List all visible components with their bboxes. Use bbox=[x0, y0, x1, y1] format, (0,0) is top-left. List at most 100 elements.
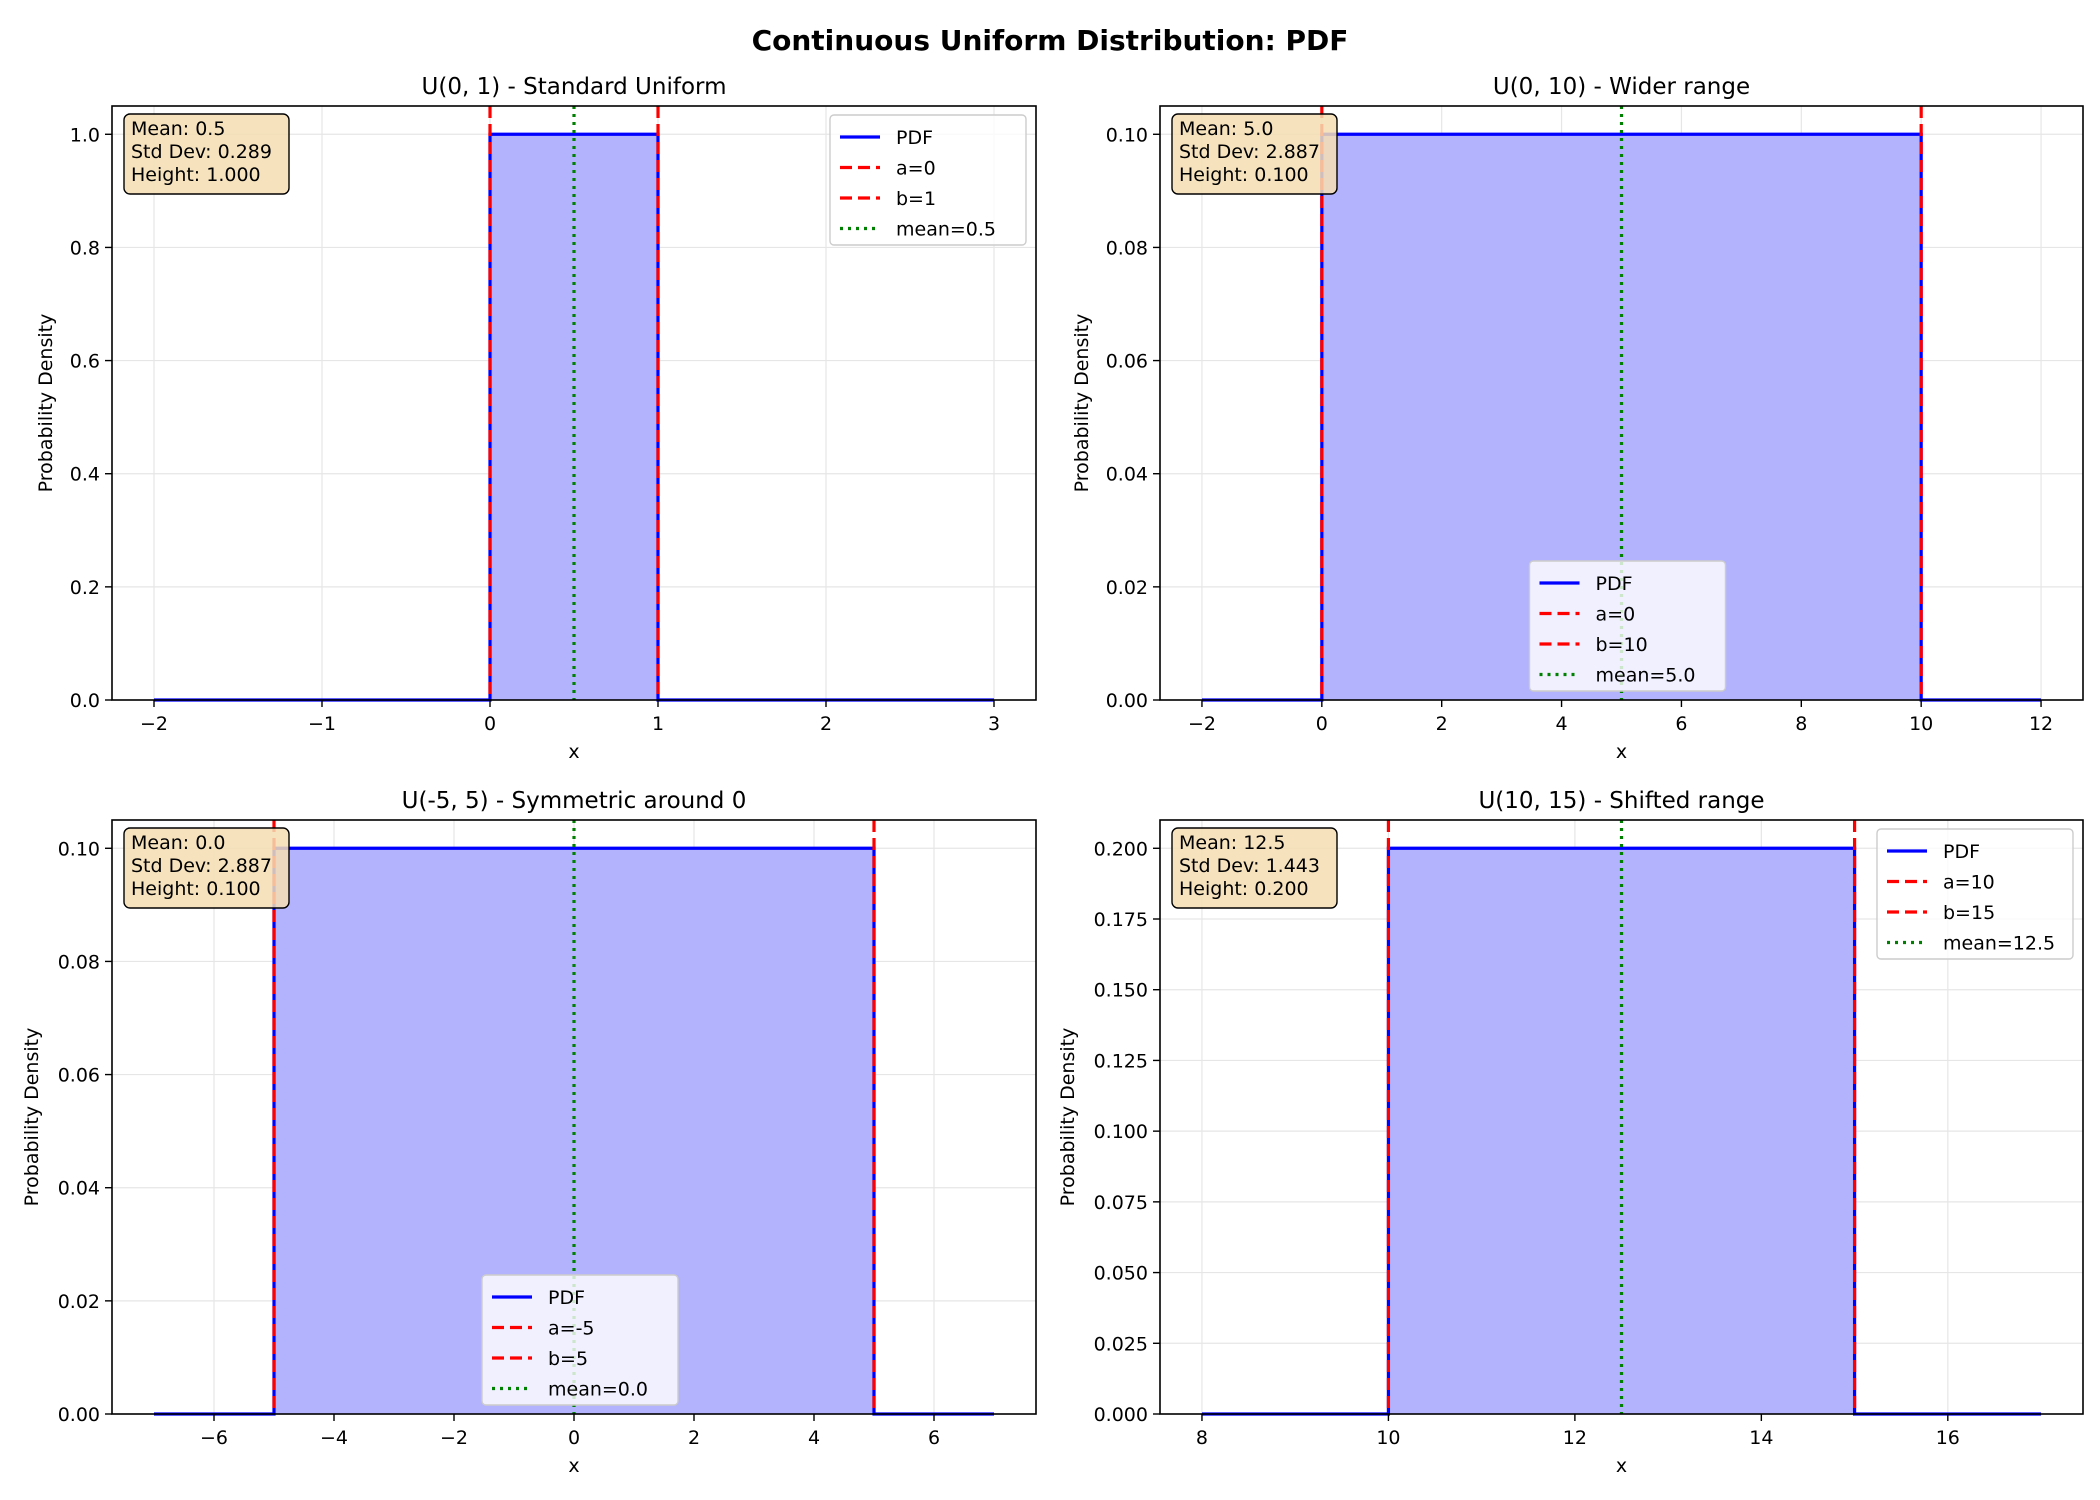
x-tick-label: −1 bbox=[308, 713, 336, 735]
info-box-background bbox=[1171, 827, 1338, 909]
x-tick-label: −2 bbox=[440, 1427, 468, 1449]
y-axis-label: Probability Density bbox=[1071, 314, 1093, 493]
info-box-background bbox=[123, 113, 290, 195]
y-axis-label: Probability Density bbox=[21, 1028, 43, 1207]
y-tick-label: 0.10 bbox=[58, 838, 100, 860]
legend-label: mean=0.5 bbox=[896, 219, 996, 241]
y-axis-label: Probability Density bbox=[1057, 1028, 1079, 1207]
x-axis-label: x bbox=[568, 741, 579, 763]
y-tick-label: 0.200 bbox=[1094, 838, 1148, 860]
info-line: Std Dev: 2.887 bbox=[131, 855, 272, 877]
y-tick-label: 0.025 bbox=[1094, 1333, 1148, 1355]
x-tick-label: −2 bbox=[1188, 713, 1216, 735]
subplot-2: −2 0 2 4 6 8 10 12 0.00 0.02 0.04 0.06 0.08 0.10 U(0, … bbox=[1071, 74, 2084, 763]
legend-box bbox=[829, 114, 1027, 246]
legend-label: mean=12.5 bbox=[1943, 933, 2055, 955]
info-line: Height: 0.200 bbox=[1179, 878, 1309, 900]
subplot-3: −6 −4 −2 0 2 4 6 0.00 0.02 0.04 0.06 0.08 0.10 U(-5, … bbox=[21, 788, 1037, 1477]
info-line: Mean: 5.0 bbox=[1179, 118, 1273, 140]
legend-label: a=0 bbox=[896, 158, 936, 180]
info-box-background bbox=[123, 827, 290, 909]
legend-box bbox=[481, 1274, 679, 1406]
legend-box bbox=[1876, 828, 2074, 960]
x-tick-label: 6 bbox=[1675, 713, 1687, 735]
x-tick-label: 12 bbox=[1563, 1427, 1587, 1449]
legend-label: b=1 bbox=[896, 188, 936, 210]
x-tick-label: 4 bbox=[1556, 713, 1568, 735]
info-line: Height: 0.100 bbox=[1179, 164, 1309, 186]
y-tick-label: 0.04 bbox=[1106, 464, 1148, 486]
axes-frame bbox=[1159, 819, 2084, 1415]
x-tick-label: −2 bbox=[140, 713, 168, 735]
y-tick-label: 0.02 bbox=[1106, 577, 1148, 599]
y-tick-label: 0.06 bbox=[1106, 351, 1148, 373]
info-line: Mean: 0.0 bbox=[131, 832, 225, 854]
x-tick-label: −4 bbox=[320, 1427, 348, 1449]
legend-label: PDF bbox=[1596, 573, 1633, 595]
x-tick-label: 0 bbox=[1316, 713, 1328, 735]
x-tick-label: 2 bbox=[1436, 713, 1448, 735]
y-tick-label: 0.04 bbox=[58, 1178, 100, 1200]
legend-label: b=5 bbox=[548, 1348, 588, 1370]
x-tick-label: 3 bbox=[988, 713, 1000, 735]
y-tick-label: 0.175 bbox=[1094, 909, 1148, 931]
legend-label: PDF bbox=[1943, 841, 1980, 863]
x-axis-label: x bbox=[1616, 741, 1627, 763]
y-tick-label: 0.075 bbox=[1094, 1192, 1148, 1214]
legend: PDF a=10 b=15 mean=12.5 bbox=[1876, 828, 2074, 960]
legend-label: PDF bbox=[896, 127, 933, 149]
y-tick-label: 0.0 bbox=[70, 690, 100, 712]
y-tick-label: 0.050 bbox=[1094, 1263, 1148, 1285]
subplot-title: U(0, 10) - Wider range bbox=[1493, 74, 1750, 100]
x-tick-label: 0 bbox=[568, 1427, 580, 1449]
info-line: Mean: 12.5 bbox=[1179, 832, 1286, 854]
x-tick-label: 2 bbox=[820, 713, 832, 735]
x-tick-label: 10 bbox=[1909, 713, 1933, 735]
x-tick-label: −6 bbox=[200, 1427, 228, 1449]
y-tick-label: 0.08 bbox=[58, 951, 100, 973]
x-tick-label: 8 bbox=[1795, 713, 1807, 735]
legend-label: a=10 bbox=[1943, 872, 1995, 894]
y-tick-label: 0.10 bbox=[1106, 124, 1148, 146]
y-tick-label: 0.000 bbox=[1094, 1404, 1148, 1426]
y-axis-label: Probability Density bbox=[35, 314, 57, 493]
legend-label: b=10 bbox=[1596, 634, 1648, 656]
y-tick-label: 0.100 bbox=[1094, 1121, 1148, 1143]
y-tick-label: 0.6 bbox=[70, 351, 100, 373]
x-tick-label: 2 bbox=[688, 1427, 700, 1449]
legend-label: b=15 bbox=[1943, 902, 1995, 924]
x-tick-label: 14 bbox=[1749, 1427, 1773, 1449]
axes-frame bbox=[1159, 105, 2084, 701]
legend-label: a=0 bbox=[1596, 604, 1636, 626]
y-tick-label: 0.150 bbox=[1094, 980, 1148, 1002]
y-tick-label: 0.00 bbox=[1106, 690, 1148, 712]
legend-label: mean=5.0 bbox=[1596, 665, 1696, 687]
x-tick-label: 12 bbox=[2029, 713, 2053, 735]
y-tick-label: 0.06 bbox=[58, 1065, 100, 1087]
y-tick-label: 0.02 bbox=[58, 1291, 100, 1313]
legend-label: PDF bbox=[548, 1287, 585, 1309]
x-axis-label: x bbox=[568, 1455, 579, 1477]
x-tick-label: 8 bbox=[1196, 1427, 1208, 1449]
legend: PDF a=-5 b=5 mean=0.0 bbox=[481, 1274, 679, 1406]
y-tick-label: 1.0 bbox=[70, 124, 100, 146]
info-line: Height: 1.000 bbox=[131, 164, 261, 186]
info-line: Std Dev: 1.443 bbox=[1179, 855, 1320, 877]
subplot-title: U(0, 1) - Standard Uniform bbox=[422, 74, 727, 100]
legend-label: mean=0.0 bbox=[548, 1379, 648, 1401]
legend: PDF a=0 b=10 mean=5.0 bbox=[1528, 560, 1727, 692]
y-tick-label: 0.2 bbox=[70, 577, 100, 599]
x-axis-label: x bbox=[1616, 1455, 1627, 1477]
figure-title: Continuous Uniform Distribution: PDF bbox=[752, 24, 1349, 57]
y-tick-label: 0.125 bbox=[1094, 1050, 1148, 1072]
info-line: Std Dev: 2.887 bbox=[1179, 141, 1320, 163]
info-line: Std Dev: 0.289 bbox=[131, 141, 272, 163]
subplot-1: −2 −1 0 1 2 3 0.0 0.2 0.4 0.6 0.8 1.0 U(0, 1) - Stan… bbox=[35, 74, 1037, 763]
info-box-background bbox=[1171, 113, 1338, 195]
info-line: Height: 0.100 bbox=[131, 878, 261, 900]
y-tick-label: 0.08 bbox=[1106, 237, 1148, 259]
x-tick-label: 0 bbox=[484, 713, 496, 735]
legend-box bbox=[1528, 560, 1727, 692]
